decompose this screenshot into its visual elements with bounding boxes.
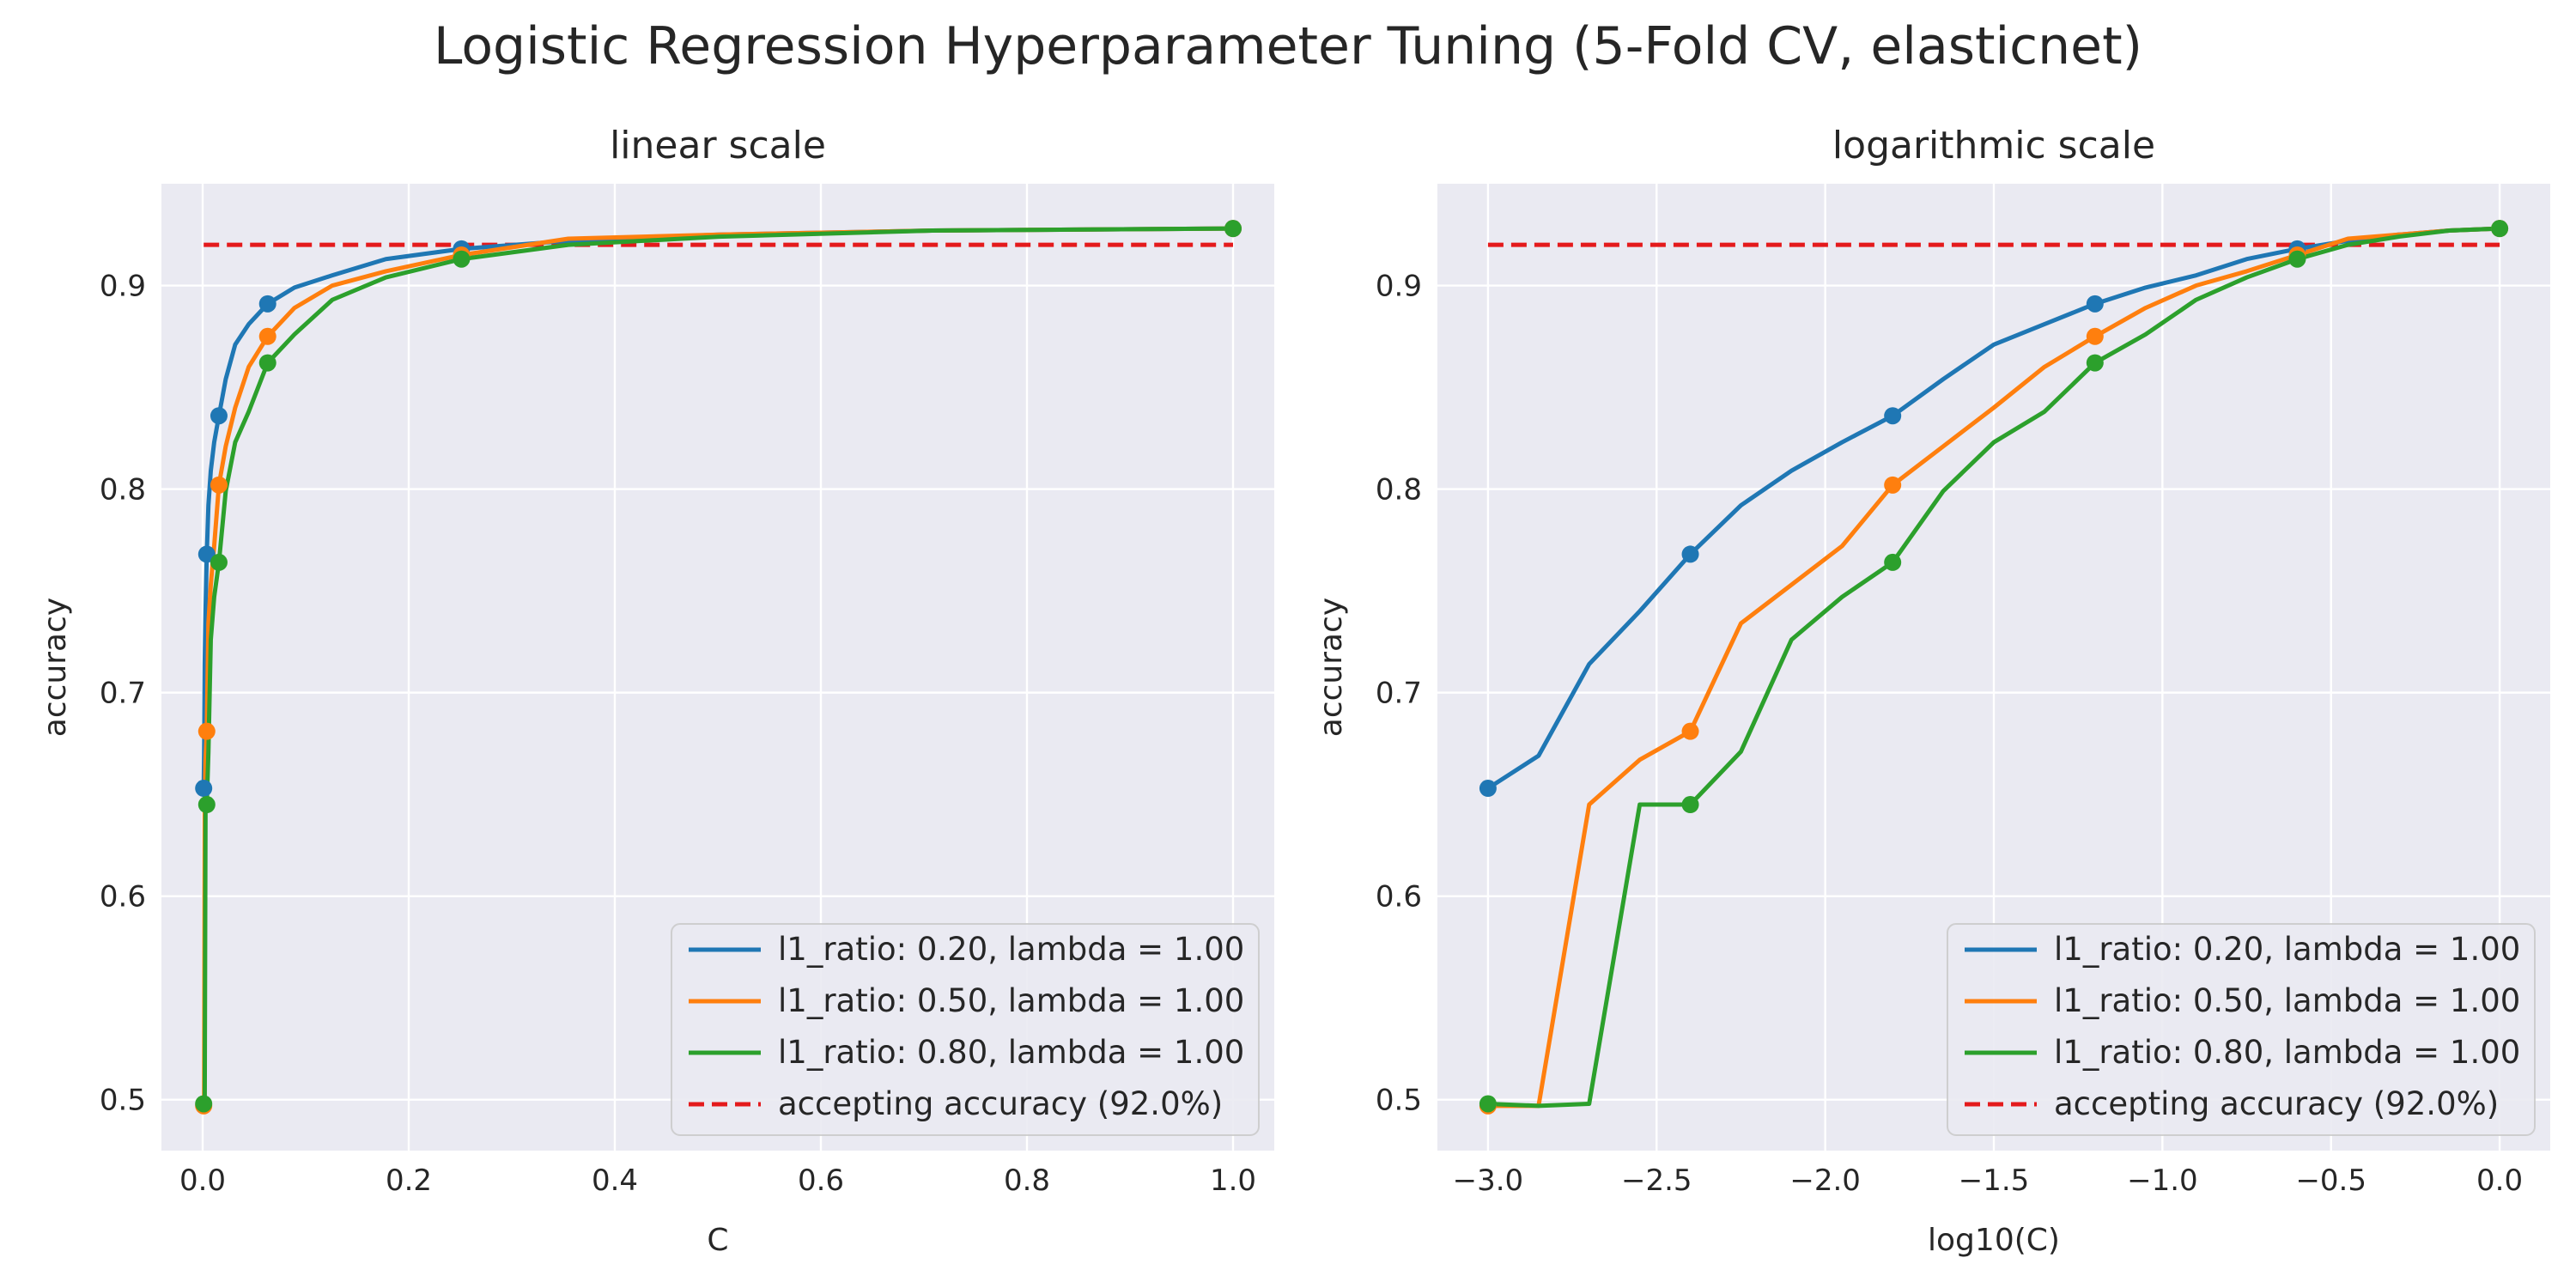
series-line-l1-0.50 [201,226,1236,1109]
series-marker-l1-0.80 [2491,220,2509,238]
x-tick-label: 0.8 [1004,1163,1050,1198]
legend-linear: l1_ratio: 0.20, lambda = 1.00 l1_ratio: … [671,923,1260,1136]
series-marker-l1-0.50 [258,327,276,345]
series-marker-l1-0.20 [2086,295,2104,313]
legend-box-linear [671,923,1260,1136]
x-tick-label: −1.5 [1959,1163,2030,1198]
series-marker-l1-0.80 [1224,220,1242,238]
series-marker-l1-0.20 [197,545,216,563]
y-tick-label: 0.7 [1376,677,1422,711]
x-axis-label-linear: C [707,1223,728,1258]
series-marker-l1-0.50 [210,476,228,494]
x-tick-label: −1.0 [2127,1163,2198,1198]
x-tick-label: −3.0 [1453,1163,1524,1198]
series-marker-l1-0.80 [197,796,216,814]
series-marker-l1-0.20 [195,780,213,798]
series-marker-l1-0.80 [258,354,276,372]
y-tick-label: 0.5 [100,1084,146,1118]
x-tick-label: 0.2 [386,1163,432,1198]
legend-box-log [1947,923,2536,1136]
series-marker-l1-0.20 [258,295,276,313]
legend-label-threshold: accepting accuracy (92.0%) [778,1085,1223,1122]
series-layer-linear [195,220,1242,1115]
x-tick-label: −0.5 [2295,1163,2366,1198]
panel-linear-scale: 0.0 0.2 0.4 0.6 0.8 1.0 0.5 0.6 0.7 0.8 0.9 linea… [38,124,1274,1258]
y-tick-label: 0.8 [100,473,146,507]
legend-label-l1-0.50: l1_ratio: 0.50, lambda = 1.00 [778,982,1244,1019]
x-tick-label: 0.6 [798,1163,844,1198]
series-marker-l1-0.80 [1479,1095,1497,1113]
series-line-l1-0.80 [1485,226,2502,1109]
series-marker-l1-0.50 [197,722,216,740]
legend-label-l1-0.20: l1_ratio: 0.20, lambda = 1.00 [2054,931,2520,968]
series-marker-l1-0.80 [210,553,228,571]
x-tick-label: 0.0 [2476,1163,2523,1198]
y-tick-label: 0.5 [1376,1084,1422,1118]
series-marker-l1-0.80 [2288,250,2306,268]
y-tick-labels-log: 0.5 0.6 0.7 0.8 0.9 [1376,270,1422,1118]
series-marker-l1-0.20 [1479,780,1497,798]
series-marker-l1-0.80 [2086,354,2104,372]
axis-title-linear: linear scale [610,124,826,167]
series-marker-l1-0.50 [2086,327,2104,345]
legend-label-l1-0.80: l1_ratio: 0.80, lambda = 1.00 [778,1034,1244,1071]
y-tick-label: 0.7 [100,677,146,711]
y-tick-labels-linear: 0.5 0.6 0.7 0.8 0.9 [100,270,146,1118]
y-axis-label-linear: accuracy [38,598,73,737]
x-tick-label: 0.0 [179,1163,226,1198]
figure-suptitle: Logistic Regression Hyperparameter Tunin… [434,16,2142,76]
y-axis-label-log: accuracy [1314,598,1349,737]
y-tick-label: 0.9 [1376,270,1422,304]
y-tick-label: 0.8 [1376,473,1422,507]
series-marker-l1-0.80 [195,1095,213,1113]
x-axis-label-log: log10(C) [1928,1223,2060,1258]
legend-log: l1_ratio: 0.20, lambda = 1.00 l1_ratio: … [1947,923,2536,1136]
series-marker-l1-0.80 [1681,796,1699,814]
series-marker-l1-0.20 [210,407,228,425]
x-tick-label: −2.0 [1789,1163,1861,1198]
series-marker-l1-0.20 [1884,407,1902,425]
x-tick-labels-log: −3.0 −2.5 −2.0 −1.5 −1.0 −0.5 0.0 [1453,1163,2524,1198]
legend-label-l1-0.50: l1_ratio: 0.50, lambda = 1.00 [2054,982,2520,1019]
series-marker-l1-0.80 [1884,553,1902,571]
x-tick-labels-linear: 0.0 0.2 0.4 0.6 0.8 1.0 [179,1163,1256,1198]
axis-title-log: logarithmic scale [1832,124,2155,167]
legend-label-threshold: accepting accuracy (92.0%) [2054,1085,2499,1122]
series-layer-log [1479,220,2509,1115]
x-tick-label: 0.4 [592,1163,638,1198]
series-line-l1-0.50 [1485,226,2502,1109]
legend-label-l1-0.20: l1_ratio: 0.20, lambda = 1.00 [778,931,1244,968]
panel-logarithmic-scale: −3.0 −2.5 −2.0 −1.5 −1.0 −0.5 0.0 0.5 0.6 0.7 0.8… [1314,124,2550,1258]
x-tick-label: 1.0 [1210,1163,1256,1198]
legend-label-l1-0.80: l1_ratio: 0.80, lambda = 1.00 [2054,1034,2520,1071]
series-marker-l1-0.50 [1681,722,1699,740]
y-tick-label: 0.9 [100,270,146,304]
y-tick-label: 0.6 [100,880,146,914]
series-marker-l1-0.20 [1681,545,1699,563]
series-marker-l1-0.50 [1884,476,1902,494]
x-tick-label: −2.5 [1621,1163,1692,1198]
series-marker-l1-0.80 [453,250,471,268]
y-tick-label: 0.6 [1376,880,1422,914]
